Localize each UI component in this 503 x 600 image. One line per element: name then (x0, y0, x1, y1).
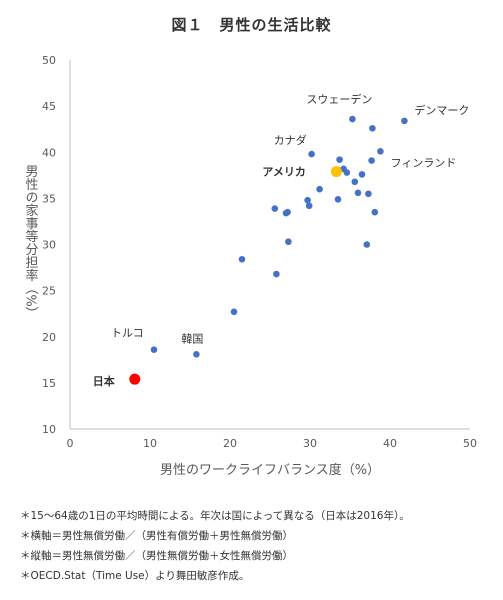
data-point (238, 255, 246, 263)
x-tick-label: 50 (463, 437, 477, 450)
point-label: アメリカ (262, 166, 305, 179)
y-tick-label: 50 (42, 54, 56, 67)
data-point (363, 241, 371, 248)
y-tick-label: 35 (42, 192, 56, 205)
x-tick-label: 40 (383, 437, 397, 450)
y-tick-label: 40 (42, 146, 56, 159)
point-label: 韓国 (181, 332, 203, 345)
data-point (305, 202, 313, 210)
point-label: カナダ (274, 133, 307, 147)
data-point (304, 196, 311, 204)
data-point (368, 157, 375, 164)
data-point (343, 169, 351, 176)
highlight-point (129, 373, 141, 385)
footnotes: ＊15〜64歳の1日の平均時間による。年次は国によって異なる（日本は2016年）… (20, 506, 490, 586)
scatter-chart: 0 10 20 30 40 50 10 15 20 25 30 35 40 45 50 男性のワークライフ… (23, 54, 478, 478)
x-axis-label: 男性のワークライフバランス度（%） (160, 462, 380, 478)
data-point (377, 148, 384, 155)
data-point (230, 308, 238, 316)
footnote-2: ＊横軸＝男性無償労働／（男性有償労働＋男性無償労働） (20, 530, 293, 542)
y-axis-label: 男性の家事等分担率（%） (23, 164, 39, 319)
y-tick-labels: 10 15 20 25 30 35 40 45 50 (42, 54, 56, 436)
x-tick-label: 0 (67, 437, 74, 450)
data-point (334, 195, 342, 203)
data-point (354, 189, 362, 197)
data-point (193, 350, 200, 358)
data-point (369, 124, 376, 132)
data-point (365, 190, 372, 198)
y-tick-label: 25 (42, 285, 56, 298)
x-tick-label: 20 (223, 437, 237, 450)
chart-title: 図１ 男性の生活比較 (171, 16, 332, 34)
point-label: トルコ (111, 327, 144, 340)
data-point (285, 238, 292, 246)
data-point (349, 115, 356, 123)
y-tick-label: 45 (42, 100, 56, 113)
data-point (150, 346, 158, 353)
data-point (351, 178, 359, 186)
x-tick-label: 10 (143, 437, 157, 450)
x-tick-labels: 0 10 20 30 40 50 (67, 437, 478, 450)
point-label: フィンランド (391, 157, 457, 170)
data-point (271, 205, 279, 212)
highlight-point (330, 166, 342, 178)
footnote-1: ＊15〜64歳の1日の平均時間による。年次は国によって異なる（日本は2016年）… (20, 510, 410, 522)
y-tick-label: 10 (42, 423, 56, 436)
y-tick-label: 30 (42, 239, 56, 252)
data-points (129, 115, 408, 385)
data-point (401, 117, 408, 125)
data-point (284, 208, 291, 216)
y-tick-label: 20 (42, 331, 56, 344)
point-label: デンマーク (414, 103, 469, 117)
x-tick-label: 30 (303, 437, 317, 450)
footnote-4: ＊OECD.Stat（Time Use）より舞田敏彦作成。 (20, 570, 250, 582)
footnote-3: ＊縦軸＝男性無償労働／（男性無償労働＋女性無償労働） (20, 550, 293, 562)
data-point (273, 270, 280, 278)
data-point (371, 208, 379, 216)
data-point (316, 185, 323, 193)
point-label: スウェーデン (306, 92, 372, 106)
point-label: 日本 (93, 374, 115, 388)
y-tick-label: 15 (42, 377, 56, 390)
data-point (308, 150, 315, 158)
data-point (336, 156, 343, 163)
data-point (358, 171, 366, 178)
